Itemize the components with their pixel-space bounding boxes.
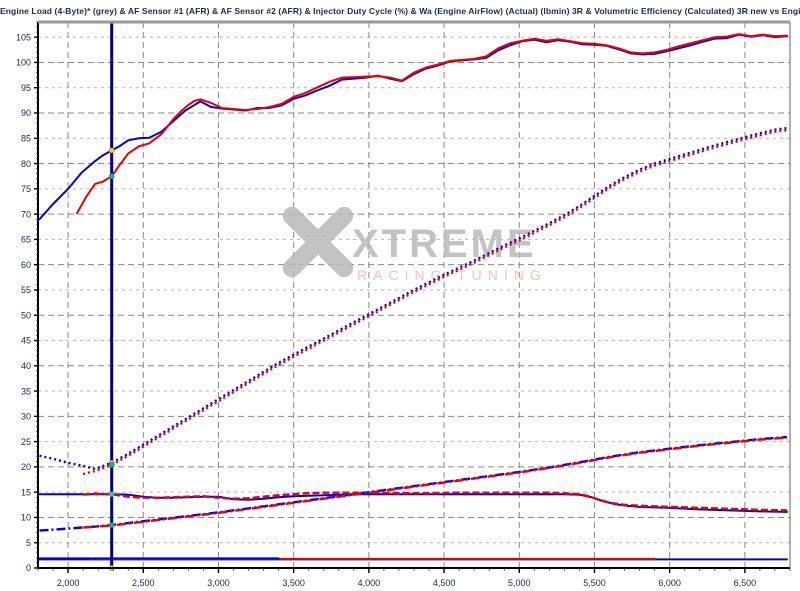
y-tick-label: 105 (16, 32, 31, 42)
x-tick-label: 6,000 (658, 578, 681, 588)
y-tick-label: 60 (21, 260, 31, 270)
y-tick-label: 80 (21, 159, 31, 169)
page-title: Engine Load (4-Byte)* (grey) & AF Sensor… (0, 6, 800, 16)
y-tick-label: 15 (21, 487, 31, 497)
y-axis-ticks: 0 5 10 15 20 25 30 35 40 45 50 55 60 65 70 75 80 85 90 95 10… (16, 21, 38, 573)
y-tick-label: 20 (21, 462, 31, 472)
y-tick-label: 100 (16, 58, 31, 68)
y-tick-label: 25 (21, 437, 31, 447)
series-group (38, 33, 788, 561)
cursor-marker (108, 173, 115, 180)
x-tick-label: 5,500 (583, 578, 606, 588)
grid-lines (38, 22, 790, 568)
y-tick-label: 85 (21, 133, 31, 143)
x-tick-label: 6,500 (734, 578, 757, 588)
x-axis-ticks: 2,000 2,500 3,000 3,500 4,000 4,500 5,000 5,500… (37, 568, 791, 588)
cursor-markers (108, 147, 115, 571)
cursor-marker (108, 491, 115, 498)
x-tick-label: 2,000 (57, 578, 80, 588)
cursor-marker (108, 462, 115, 468)
x-tick-label: 3,500 (282, 578, 305, 588)
x-tick-label: 5,000 (508, 578, 531, 588)
x-tick-label: 3,000 (207, 578, 230, 588)
series-line (83, 436, 788, 529)
plot-container: XTREME RACING TUNING 0 5 10 15 20 25 30 35 40 45 50 5… (0, 20, 800, 591)
y-tick-label: 70 (21, 209, 31, 219)
y-tick-label: 75 (21, 184, 31, 194)
watermark-brand: XTREME (352, 222, 537, 266)
series-line (76, 33, 788, 215)
y-tick-label: 5 (26, 538, 31, 548)
series-line (39, 126, 788, 471)
y-tick-label: 10 (21, 513, 31, 523)
cursor-marker (108, 147, 115, 154)
x-tick-label: 4,000 (358, 578, 381, 588)
x-tick-label: 4,500 (433, 578, 456, 588)
y-tick-label: 30 (21, 412, 31, 422)
y-tick-label: 90 (21, 108, 31, 118)
y-tick-label: 0 (26, 563, 31, 573)
y-tick-label: 45 (21, 336, 31, 346)
y-tick-label: 35 (21, 386, 31, 396)
y-tick-label: 65 (21, 235, 31, 245)
y-tick-label: 50 (21, 310, 31, 320)
y-tick-label: 55 (21, 285, 31, 295)
cursor-marker (108, 522, 115, 528)
y-tick-label: 95 (21, 83, 31, 93)
watermark-tagline: RACING TUNING (357, 267, 547, 283)
x-tick-label: 2,500 (132, 578, 155, 588)
x-cross-icon-bar (282, 206, 354, 278)
y-tick-label: 40 (21, 361, 31, 371)
